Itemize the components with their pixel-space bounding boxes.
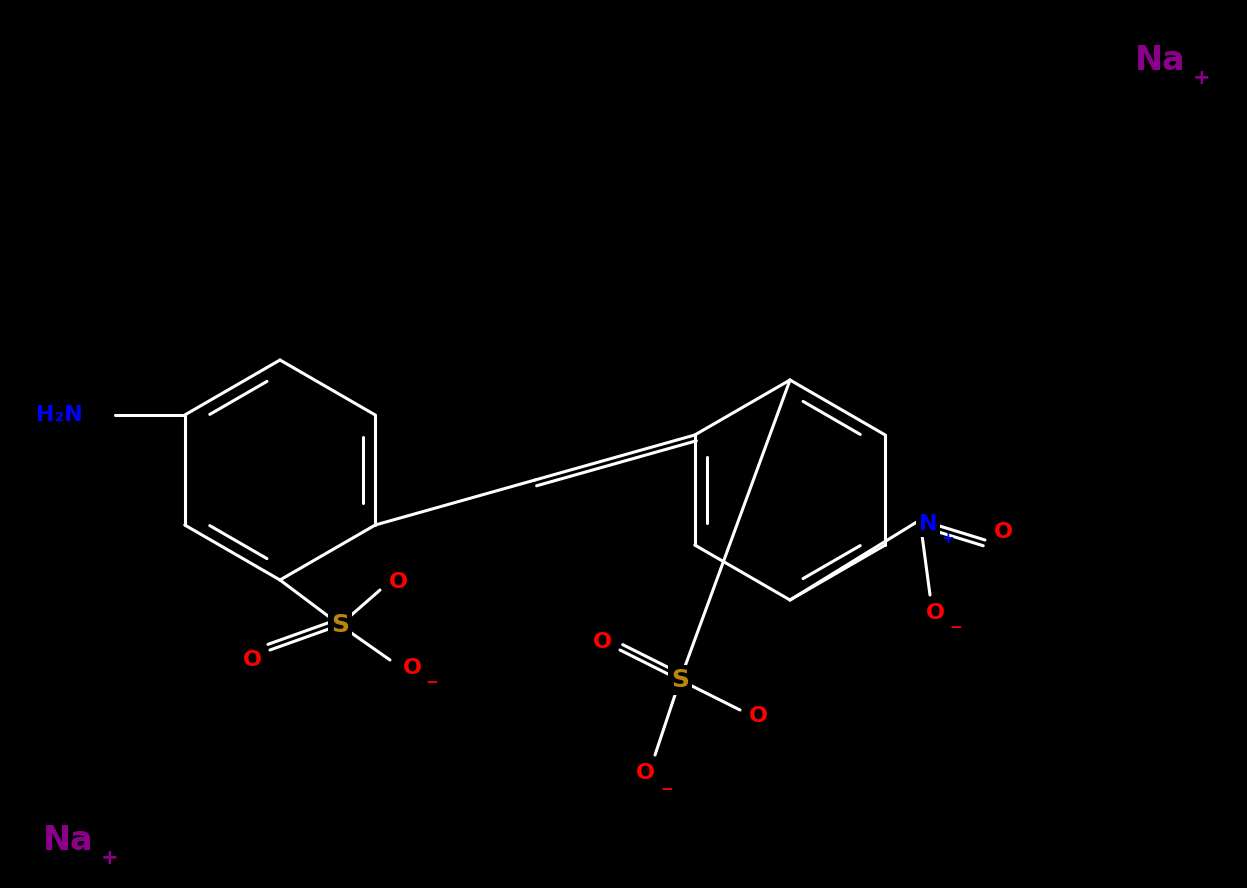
Text: Na: Na [42, 823, 94, 857]
Text: N: N [919, 514, 938, 534]
Text: O: O [925, 603, 944, 623]
Text: O: O [636, 763, 655, 783]
Text: H₂N: H₂N [36, 405, 82, 425]
Text: −: − [425, 675, 439, 689]
Text: O: O [242, 650, 262, 670]
Text: −: − [950, 620, 963, 635]
Text: O: O [748, 706, 767, 726]
Text: S: S [330, 613, 349, 637]
Text: O: O [403, 658, 421, 678]
Text: +: + [941, 530, 954, 545]
Text: O: O [389, 572, 408, 592]
Text: Na: Na [1135, 44, 1186, 76]
Text: O: O [994, 522, 1013, 542]
Text: +: + [101, 848, 118, 868]
Text: O: O [592, 632, 611, 652]
Text: S: S [671, 668, 690, 692]
Text: −: − [661, 781, 673, 797]
Text: +: + [1193, 68, 1211, 88]
